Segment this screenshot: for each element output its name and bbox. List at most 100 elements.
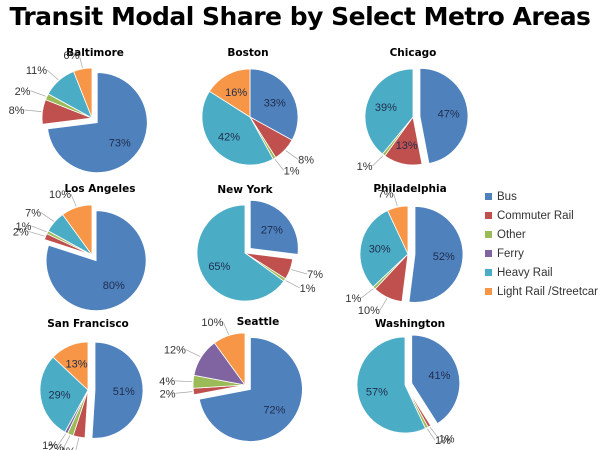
- legend-label: Light Rail /Streetcar: [497, 285, 598, 298]
- leader-line: [379, 298, 388, 311]
- pie-title: Chicago: [390, 47, 437, 59]
- slice-light-rail-streetcar: [52, 341, 89, 391]
- data-label: 7%: [25, 208, 41, 220]
- leader-line: [185, 349, 201, 357]
- leader-line: [393, 193, 398, 207]
- pie-title: Baltimore: [66, 47, 124, 59]
- slice-light-rail-streetcar: [387, 205, 409, 255]
- data-label: 1%: [435, 435, 451, 447]
- data-label: 2%: [15, 86, 31, 98]
- slice-heavy-rail: [201, 90, 274, 166]
- data-label: 57%: [366, 386, 388, 398]
- pie-title: Washington: [375, 318, 445, 330]
- pie-title: Los Angeles: [64, 183, 135, 195]
- legend-label: Bus: [497, 190, 517, 203]
- pie-title: Philadelphia: [373, 183, 446, 195]
- data-label: 27%: [261, 224, 283, 236]
- legend-swatch: [485, 212, 492, 219]
- slice-light-rail-streetcar: [62, 204, 93, 257]
- leader-line: [46, 69, 59, 81]
- data-label: 80%: [103, 280, 125, 292]
- legend-swatch: [485, 231, 492, 238]
- leader-line: [24, 109, 42, 112]
- data-label: 1%: [439, 433, 455, 445]
- leader-line: [285, 150, 299, 160]
- legend-item-bus: Bus: [485, 187, 598, 206]
- data-label: 41%: [428, 370, 450, 382]
- leader-line: [63, 435, 71, 448]
- data-label: 42%: [218, 132, 240, 144]
- slice-heavy-rail: [196, 204, 285, 302]
- slice-heavy-rail: [364, 68, 414, 155]
- slice-heavy-rail: [356, 336, 426, 434]
- pie-title: New York: [217, 184, 273, 196]
- data-label: 6%: [63, 50, 79, 62]
- leader-line: [429, 426, 439, 439]
- slice-bus: [419, 67, 469, 164]
- slice-light-rail-streetcar: [208, 68, 251, 118]
- data-label: 4%: [159, 376, 175, 388]
- data-label: 4%: [60, 446, 76, 450]
- data-label: 2%: [160, 388, 176, 400]
- leader-line: [361, 288, 374, 299]
- pie-philadelphia: Philadelphia 52% 10%1% 30% 7%: [345, 183, 464, 317]
- data-label: 10%: [49, 189, 71, 201]
- slice-light-rail-streetcar: [213, 332, 246, 387]
- data-label: 52%: [433, 251, 455, 263]
- pie-title: Boston: [227, 47, 268, 59]
- data-label: 51%: [113, 386, 135, 398]
- pie-chicago: Chicago 47% 13% 1% 39%: [357, 47, 469, 173]
- leader-line: [78, 55, 83, 68]
- pie-new-york: New York 27% 7% 1% 65%: [196, 184, 323, 302]
- data-label: 47%: [438, 109, 460, 121]
- data-label: 13%: [396, 140, 418, 152]
- data-label: 1%: [357, 161, 373, 173]
- data-label: 11%: [26, 65, 47, 77]
- legend-swatch: [485, 269, 492, 276]
- leader-line: [274, 158, 284, 171]
- leader-line: [31, 225, 47, 233]
- pie-title: Seattle: [237, 316, 280, 328]
- legend-label: Other: [497, 228, 526, 241]
- data-label: 1%: [42, 440, 58, 450]
- slice-bus: [249, 68, 299, 141]
- leader-line: [285, 280, 300, 289]
- pie-boston: Boston 33% 8%1% 42% 16%: [201, 47, 314, 177]
- data-label: 8%: [298, 154, 314, 166]
- legend-label: Ferry: [497, 247, 524, 260]
- data-label: 29%: [49, 390, 71, 402]
- leader-line: [70, 193, 77, 207]
- data-label: 13%: [66, 359, 88, 371]
- pie-san-francisco: San Francisco 51% 4%2%1% 29% 13%: [39, 318, 144, 450]
- data-label: 7%: [307, 269, 323, 281]
- data-label: 16%: [225, 87, 247, 99]
- pie-los-angeles: Los Angeles 80% 2%1%7% 10%: [13, 183, 147, 312]
- legend-label: Heavy Rail: [497, 266, 553, 279]
- data-label: 2%: [13, 226, 29, 238]
- slice-heavy-rail: [39, 356, 89, 433]
- leader-line: [223, 322, 229, 335]
- leader-line: [291, 269, 308, 275]
- data-label: 10%: [201, 317, 223, 329]
- legend-item-other: Other: [485, 225, 598, 244]
- pie-baltimore: Baltimore 73% 8% 2% 11% 6%: [9, 47, 148, 174]
- data-label: 30%: [369, 244, 391, 256]
- data-label: 1%: [345, 293, 361, 305]
- legend-item-commuter-rail: Commuter Rail: [485, 206, 598, 225]
- data-label: 2%: [48, 443, 64, 450]
- data-label: 12%: [164, 345, 186, 357]
- pie-washington: Washington 41% 1%1% 57%: [356, 318, 461, 447]
- legend-swatch: [485, 193, 492, 200]
- leader-line: [75, 438, 80, 450]
- leader-line: [175, 380, 193, 383]
- slice-bus: [411, 334, 461, 425]
- leader-line: [28, 231, 45, 237]
- leader-line: [175, 391, 193, 394]
- data-label: 8%: [9, 105, 25, 117]
- slice-bus: [408, 206, 464, 303]
- data-label: 65%: [208, 261, 230, 273]
- legend-item-light-rail-streetcar: Light Rail /Streetcar: [485, 282, 598, 301]
- data-label: 7%: [378, 188, 394, 200]
- leader-line: [372, 155, 384, 167]
